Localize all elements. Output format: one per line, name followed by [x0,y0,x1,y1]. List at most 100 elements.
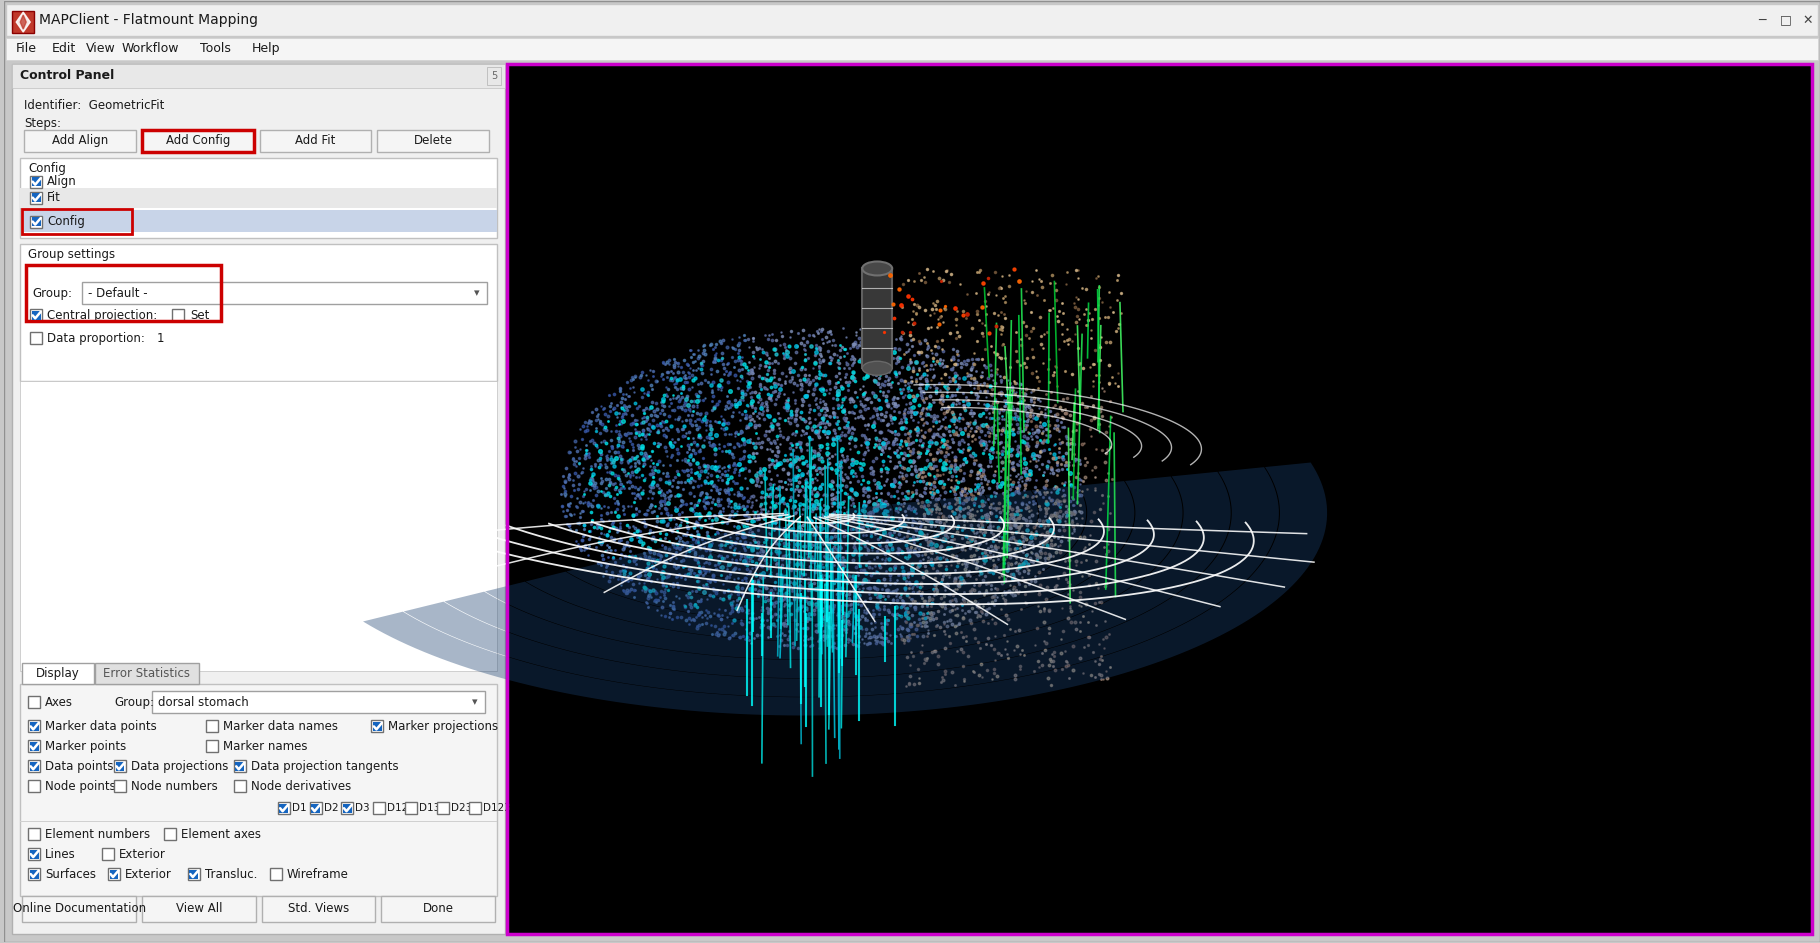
Bar [508,64,1813,934]
Bar [102,848,115,860]
Text: Tools: Tools [200,42,231,56]
Text: Surfaces: Surfaces [46,868,96,881]
Bar [206,740,218,753]
Text: Axes: Axes [46,696,73,709]
Text: Transluc.: Transluc. [206,868,257,881]
Text: Identifier:  GeometricFit: Identifier: GeometricFit [24,99,164,112]
Text: File: File [16,42,36,56]
Bar [27,720,40,733]
Bar [20,157,497,238]
Bar [342,802,353,814]
Polygon shape [526,481,1134,641]
Polygon shape [730,505,894,548]
Text: Exterior: Exterior [126,868,171,881]
Text: Marker data names: Marker data names [222,720,339,733]
Text: Add Config: Add Config [166,134,229,147]
Text: Workflow: Workflow [122,42,180,56]
Text: Marker names: Marker names [222,740,308,753]
Bar [27,697,40,708]
Bar [508,64,1813,934]
Bar [27,828,40,840]
Bar [863,269,892,369]
Ellipse shape [863,261,892,275]
Text: Exterior: Exterior [118,848,166,861]
Text: Data proportion:: Data proportion: [47,332,146,345]
Bar [20,243,497,381]
Text: D13: D13 [419,803,440,813]
Bar [311,803,320,813]
Bar [29,869,38,879]
Bar [95,663,198,685]
Bar [373,802,386,814]
Polygon shape [404,467,1279,697]
Bar [24,130,136,152]
Text: Element axes: Element axes [180,828,260,840]
Bar [115,780,126,792]
Bar [278,802,289,814]
Bar [142,896,255,922]
Text: Edit: Edit [53,42,76,56]
Bar [31,216,42,227]
Ellipse shape [863,361,892,375]
Polygon shape [362,462,1327,716]
Bar [31,191,42,204]
Bar [109,869,118,879]
Bar [22,208,133,234]
Text: Marker projections: Marker projections [388,720,499,733]
Bar [31,177,40,186]
Bar [29,722,38,731]
Bar [29,762,38,770]
Bar [406,802,417,814]
Text: View All: View All [175,902,222,916]
Text: Group settings: Group settings [27,247,115,260]
Text: Marker points: Marker points [46,740,126,753]
Polygon shape [688,500,941,566]
Text: Node derivatives: Node derivatives [251,780,351,793]
Text: D23: D23 [451,803,473,813]
Bar [22,663,95,685]
Bar [20,381,497,670]
Bar [115,762,124,770]
Bar [171,309,184,322]
Bar [151,691,486,714]
Bar [27,780,40,792]
Bar [269,869,282,880]
Bar [27,848,40,860]
Bar [187,869,200,880]
Bar [31,309,42,322]
Text: Group:: Group: [115,696,155,709]
Text: Align: Align [47,175,76,189]
Text: Central projection:: Central projection: [47,309,157,322]
Bar [5,38,1818,60]
Text: Delete: Delete [413,134,453,147]
Text: 1: 1 [157,332,164,345]
Bar [29,742,38,751]
Bar [488,67,501,85]
Bar [377,130,490,152]
Text: D3: D3 [355,803,369,813]
Bar [235,762,244,770]
Text: D2: D2 [324,803,339,813]
Text: MAPClient - Flatmount Mapping: MAPClient - Flatmount Mapping [40,13,258,27]
Bar [309,802,322,814]
Text: D12: D12 [388,803,410,813]
Bar [31,193,40,202]
Text: ▾: ▾ [473,698,479,707]
Text: Done: Done [422,902,453,916]
Bar [82,283,488,305]
Text: ✕: ✕ [1804,13,1813,26]
Text: D1: D1 [291,803,306,813]
Text: Fit: Fit [47,191,62,204]
Text: Display: Display [36,667,80,680]
Bar [373,722,382,731]
Polygon shape [20,15,25,29]
Bar [470,802,480,814]
Bar [27,760,40,772]
Bar [262,896,375,922]
Text: Group:: Group: [33,287,73,300]
Bar [371,720,384,733]
Bar [5,4,1818,36]
Text: □: □ [1780,13,1793,26]
Polygon shape [608,490,1037,604]
Bar [164,828,177,840]
